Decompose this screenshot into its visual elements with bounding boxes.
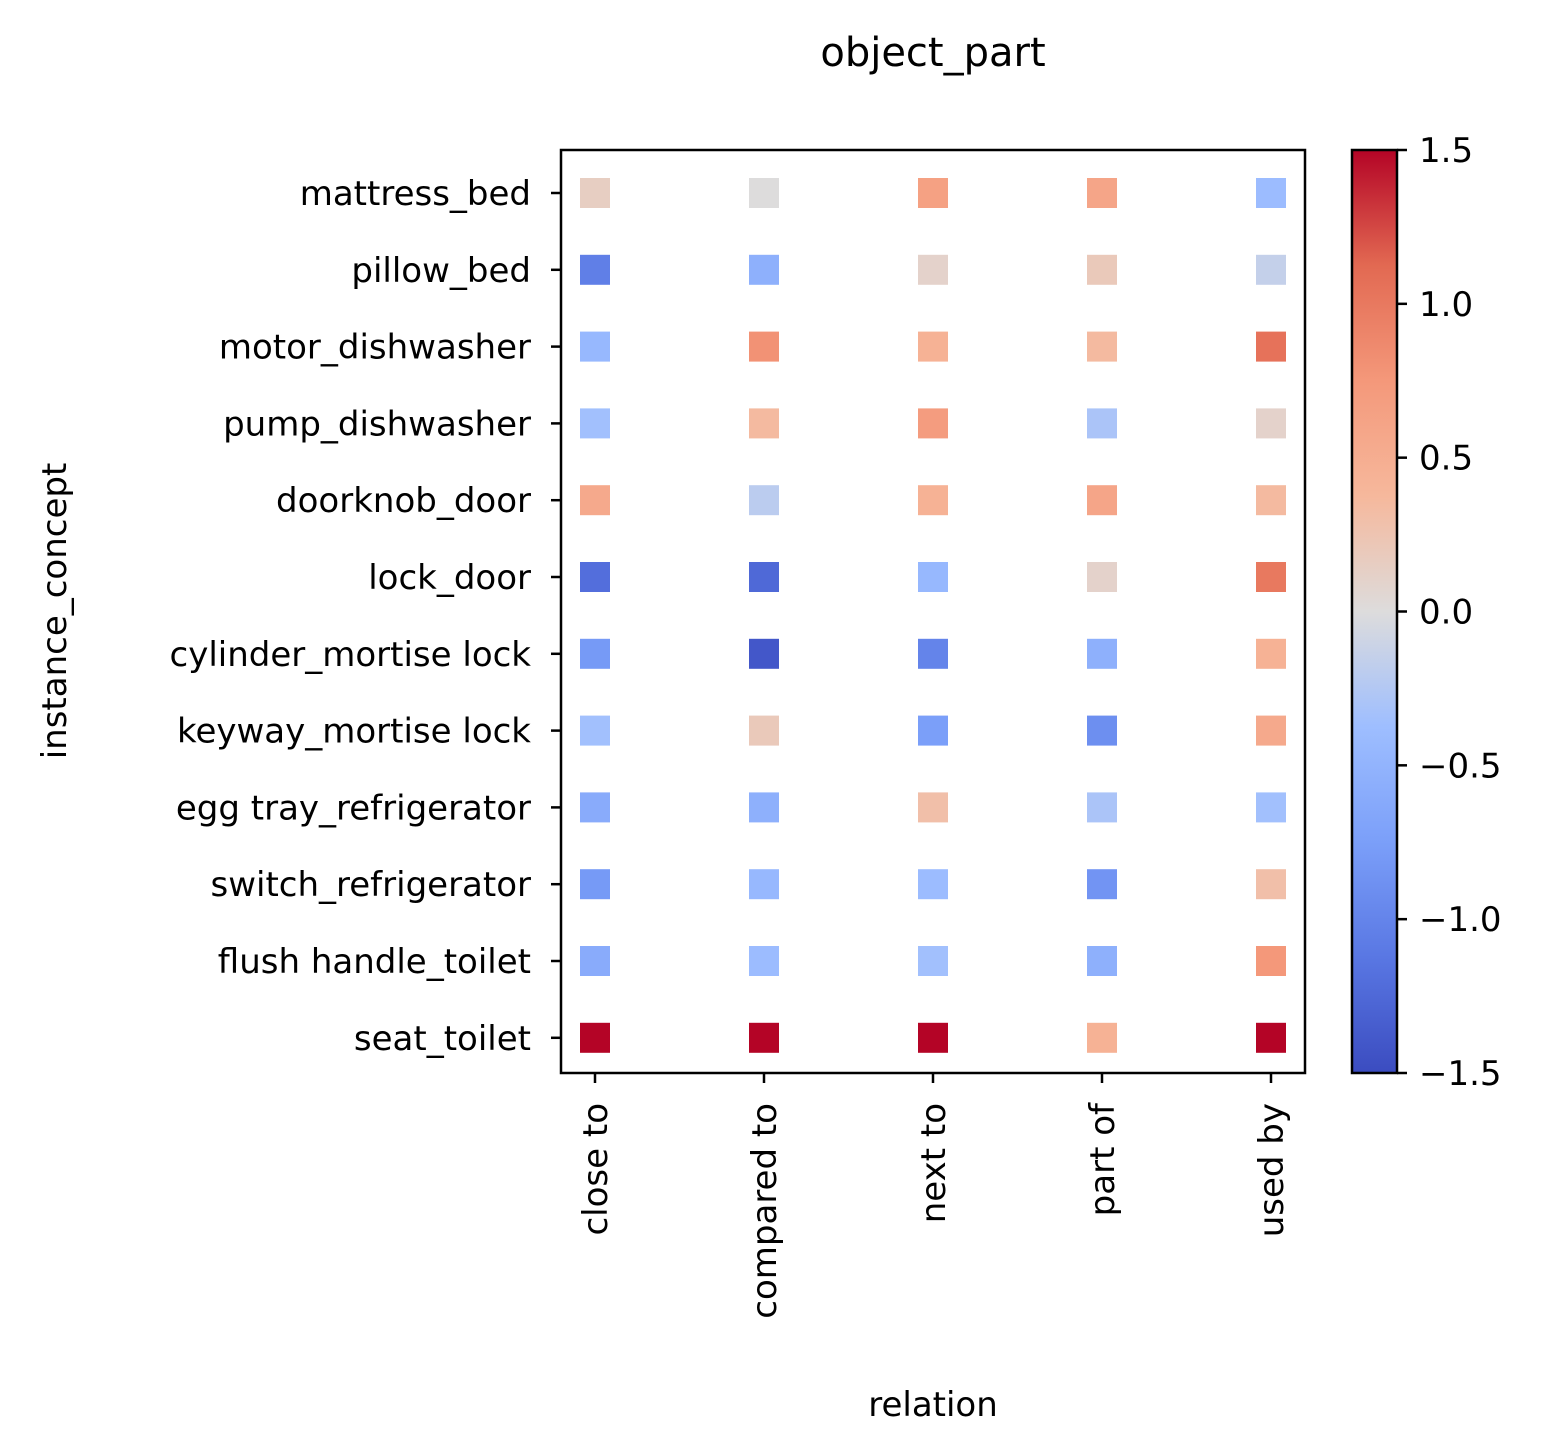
colorbar-tick-label: 0.0 xyxy=(1419,593,1473,633)
heatmap-cell xyxy=(1087,869,1117,900)
y-tick-label: pump_dishwasher xyxy=(223,404,531,444)
heatmap-cell xyxy=(1087,715,1117,746)
y-tick-label: flush handle_toilet xyxy=(218,942,531,982)
heatmap-cell xyxy=(1256,869,1286,900)
heatmap-cell xyxy=(1256,1022,1286,1053)
heatmap-cell xyxy=(749,331,779,362)
colorbar-tick-label: 0.5 xyxy=(1419,439,1473,479)
heatmap-cell xyxy=(580,331,610,362)
heatmap-cell xyxy=(1087,408,1117,439)
heatmap-cell xyxy=(918,792,948,823)
heatmap-cell xyxy=(580,792,610,823)
heatmap-cell xyxy=(918,485,948,516)
heatmap-cell xyxy=(580,178,610,208)
x-tick-label: close to xyxy=(576,1103,616,1236)
y-tick-label: keyway_mortise lock xyxy=(177,712,531,752)
heatmap-cell xyxy=(918,408,948,439)
heatmap-cell xyxy=(749,408,779,439)
heatmap-cell xyxy=(918,254,948,285)
heatmap-cell xyxy=(1087,254,1117,285)
heatmap-cell xyxy=(918,1022,948,1053)
chart-title: object_part xyxy=(820,30,1045,76)
y-tick-label: mattress_bed xyxy=(300,174,531,214)
y-tick-label: pillow_bed xyxy=(351,251,531,291)
x-axis-ticks: close to compared to next to part of used by xyxy=(576,1073,1292,1319)
heatmap-cell xyxy=(1087,792,1117,823)
heatmap-cell xyxy=(1087,485,1117,516)
heatmap-cell xyxy=(1256,562,1286,592)
heatmap-cell xyxy=(918,869,948,900)
x-tick-label: next to xyxy=(914,1103,954,1223)
heatmap-cell xyxy=(1087,331,1117,362)
heatmap-cell xyxy=(1256,408,1286,439)
y-axis-label: instance_concept xyxy=(35,463,75,760)
x-tick-label: compared to xyxy=(745,1103,785,1319)
heatmap-cell xyxy=(749,562,779,592)
x-tick-label: used by xyxy=(1252,1103,1292,1237)
heatmap-cell xyxy=(749,178,779,208)
heatmap-cell xyxy=(749,715,779,746)
heatmap-cell xyxy=(749,254,779,285)
heatmap-cell xyxy=(580,869,610,900)
heatmap-cell xyxy=(1256,254,1286,285)
heatmap-cell xyxy=(749,638,779,669)
y-tick-label: doorknob_door xyxy=(276,481,531,521)
heatmap-cell xyxy=(749,792,779,823)
colorbar xyxy=(1350,148,1399,1075)
heatmap-cell xyxy=(580,562,610,592)
heatmap-cell xyxy=(580,408,610,439)
heatmap-cell xyxy=(918,715,948,746)
x-axis-label: relation xyxy=(868,1385,998,1425)
y-tick-label: cylinder_mortise lock xyxy=(170,635,532,675)
heatmap-cell xyxy=(749,1022,779,1053)
heatmap-cell xyxy=(749,946,779,976)
heatmap-cell xyxy=(918,178,948,208)
colorbar-tick-label: −1.5 xyxy=(1419,1054,1502,1094)
heatmap-cell xyxy=(1256,792,1286,823)
plot-frame xyxy=(559,148,1307,1075)
colorbar-tick-label: 1.5 xyxy=(1419,131,1473,171)
heatmap-cell xyxy=(918,562,948,592)
heatmap-cell xyxy=(580,1022,610,1053)
heatmap-cell xyxy=(749,869,779,900)
heatmap-cell xyxy=(580,254,610,285)
heatmap-cell xyxy=(1087,562,1117,592)
heatmap-cell xyxy=(1087,1022,1117,1053)
heatmap-cell xyxy=(580,485,610,516)
heatmap-cell xyxy=(1256,946,1286,976)
heatmap-cell xyxy=(1256,331,1286,362)
heatmap-cell xyxy=(918,946,948,976)
heatmap-cell xyxy=(1256,485,1286,516)
heatmap-cell xyxy=(1087,178,1117,208)
x-tick-label: part of xyxy=(1083,1102,1123,1216)
y-tick-label: egg tray_refrigerator xyxy=(176,788,531,828)
colorbar-tick-label: −1.0 xyxy=(1419,900,1502,940)
colorbar-tick-label: 1.0 xyxy=(1419,285,1473,325)
heatmap-cell xyxy=(918,638,948,669)
heatmap-cell xyxy=(1256,638,1286,669)
y-tick-label: lock_door xyxy=(368,558,531,598)
y-tick-label: motor_dishwasher xyxy=(219,328,531,368)
y-tick-label: seat_toilet xyxy=(354,1019,531,1059)
heatmap-cell xyxy=(749,485,779,516)
colorbar-ticks: 1.5 1.0 0.5 0.0 −0.5 −1.0 −1.5 xyxy=(1397,131,1502,1094)
y-axis-ticks: mattress_bed pillow_bed motor_dishwasherpu… xyxy=(170,174,561,1059)
heatmap-cell xyxy=(580,638,610,669)
colorbar-tick-label: −0.5 xyxy=(1419,746,1502,786)
heatmap-cell xyxy=(1256,715,1286,746)
heatmap-cell xyxy=(1087,946,1117,976)
heatmap-cell xyxy=(1087,638,1117,669)
heatmap-cell xyxy=(580,715,610,746)
heatmap-cell xyxy=(1256,178,1286,208)
heatmap-cell xyxy=(580,946,610,976)
heatmap-cell xyxy=(918,331,948,362)
y-tick-label: switch_refrigerator xyxy=(210,865,531,905)
heatmap-cells xyxy=(580,178,1286,1053)
